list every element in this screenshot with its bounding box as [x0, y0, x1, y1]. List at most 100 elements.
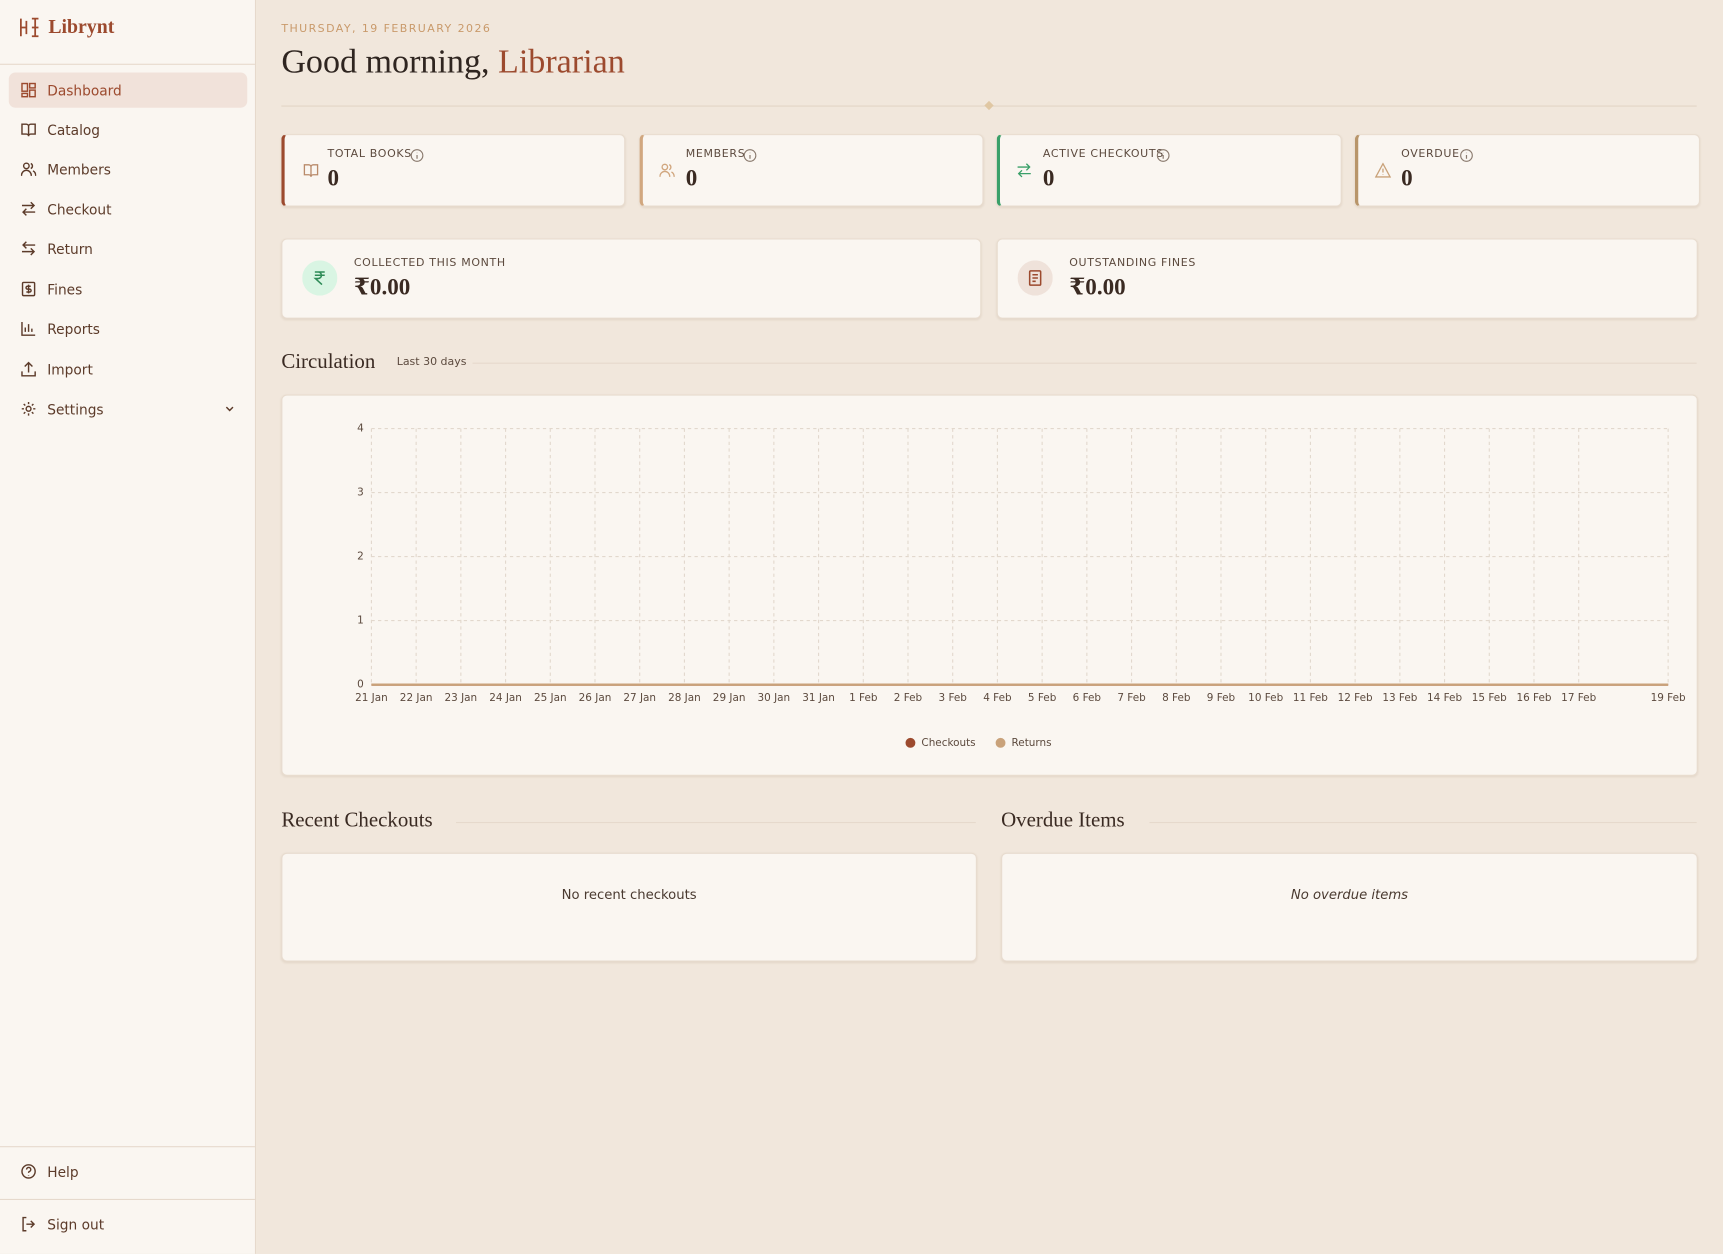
x-tick-label: 17 Feb: [1561, 692, 1596, 704]
icon: [22, 1216, 36, 1232]
x-tick-label: 24 Jan: [489, 692, 522, 704]
y-tick-label: 2: [357, 551, 364, 563]
x-tick-label: 12 Feb: [1338, 692, 1373, 704]
nav-label: Return: [47, 240, 93, 257]
nav-item[interactable]: Members: [9, 152, 247, 187]
empty-message: No overdue items: [1290, 886, 1409, 903]
y-tick-label: 4: [357, 423, 364, 435]
icon: [1017, 260, 1053, 296]
greeting: Good morning, Librarian: [281, 42, 624, 82]
info-icon[interactable]: [1156, 148, 1170, 162]
section-subtitle: Last 30 days: [396, 356, 467, 369]
nav-item[interactable]: Dashboard: [8, 72, 248, 108]
greeting-text: Good morning,: [281, 41, 490, 81]
divider: [456, 821, 976, 824]
brand-icon: [19, 17, 39, 38]
x-tick-label: 23 Jan: [445, 692, 478, 704]
stat-value: 0: [1401, 164, 1413, 192]
recent-checkouts-card: No recent checkouts: [281, 852, 977, 962]
icon: [20, 162, 37, 176]
nav-label: Reports: [47, 320, 100, 337]
fine-card: COLLECTED THIS MONTH ₹0.00: [281, 238, 982, 319]
icon: [21, 1164, 36, 1179]
fine-value: ₹0.00: [1069, 273, 1126, 300]
stat-card: ACTIVE CHECKOUTS 0: [996, 134, 1342, 207]
nav-item[interactable]: Import: [9, 352, 247, 387]
nav-label: Sign out: [47, 1215, 105, 1233]
stat-value: 0: [1042, 164, 1055, 192]
legend-label: Checkouts: [921, 737, 975, 749]
x-tick-label: 2 Feb: [894, 692, 923, 704]
x-tick-label: 21 Jan: [355, 692, 388, 704]
icon: [21, 281, 36, 297]
nav-item[interactable]: Fines: [9, 271, 247, 306]
x-tick-label: 25 Jan: [534, 692, 567, 704]
x-tick-label: 16 Feb: [1516, 692, 1551, 704]
stat-value: 0: [327, 164, 340, 192]
x-tick-label: 14 Feb: [1427, 692, 1462, 704]
nav-label: Settings: [47, 400, 104, 418]
icon: [1017, 163, 1031, 178]
icon: [21, 123, 36, 137]
x-tick-label: 8 Feb: [1162, 692, 1191, 704]
legend-swatch: [995, 737, 1006, 748]
nav-label: Checkout: [47, 200, 112, 218]
legend-swatch: [905, 737, 916, 748]
stat-card: MEMBERS 0: [639, 134, 984, 207]
x-tick-label: 10 Feb: [1248, 692, 1283, 704]
empty-message: No recent checkouts: [561, 886, 697, 903]
chart-card: 0 1 2 3 4 21 Jan 22 Jan 23 Jan 24 Jan 25 Jan 26 Ja…: [281, 394, 1698, 776]
x-tick-label: 11 Feb: [1293, 692, 1328, 704]
fine-label: COLLECTED THIS MONTH: [353, 257, 506, 270]
chevron: [225, 406, 234, 412]
stat-card: TOTAL BOOKS 0: [281, 134, 626, 207]
section-title: Recent Checkouts: [281, 808, 433, 832]
nav-item[interactable]: Sign out: [9, 1207, 247, 1242]
icon: [21, 201, 36, 216]
x-tick-label: 6 Feb: [1073, 692, 1102, 704]
section-title: Circulation: [281, 350, 376, 374]
section-title: Overdue Items: [1001, 808, 1125, 832]
x-tick-label: 15 Feb: [1472, 692, 1507, 704]
chart: 0 1 2 3 4 21 Jan 22 Jan 23 Jan 24 Jan 25 Jan 26 Ja…: [355, 423, 1686, 749]
stat-label: ACTIVE CHECKOUTS: [1042, 148, 1164, 161]
info-icon[interactable]: [1459, 148, 1473, 162]
icon: [21, 361, 36, 377]
divider: [0, 63, 255, 65]
nav-item[interactable]: Checkout: [9, 191, 247, 226]
divider: [1149, 821, 1697, 824]
nav-item[interactable]: Settings: [9, 391, 247, 426]
y-tick-label: 3: [357, 487, 364, 499]
x-tick-label: 26 Jan: [579, 692, 612, 704]
fine-card: OUTSTANDING FINES ₹0.00: [996, 238, 1698, 319]
info-icon[interactable]: [410, 148, 424, 162]
brand: Librynt: [48, 15, 115, 38]
icon: [303, 164, 319, 178]
nav-label: Members: [47, 160, 111, 178]
stat-label: TOTAL BOOKS: [327, 148, 412, 161]
icon: [659, 163, 675, 177]
icon: [21, 82, 36, 98]
icon: [302, 260, 338, 296]
legend-label: Returns: [1012, 737, 1052, 749]
nav-item[interactable]: Return: [9, 231, 247, 266]
y-tick-label: 1: [357, 615, 364, 627]
x-tick-label: 28 Jan: [668, 692, 701, 704]
fine-label: OUTSTANDING FINES: [1069, 257, 1197, 270]
stat-label: OVERDUE: [1401, 148, 1460, 161]
sidebar: Librynt Dashboard Catalog Members Checko…: [0, 0, 257, 1254]
x-tick-label: 29 Jan: [713, 692, 746, 704]
divider: [0, 1198, 255, 1200]
nav-item[interactable]: Help: [9, 1154, 247, 1189]
nav-label: Import: [47, 360, 93, 378]
user-name: Librarian: [498, 41, 625, 81]
divider: [472, 362, 1697, 364]
icon: [21, 321, 36, 336]
info-icon[interactable]: [743, 148, 757, 162]
stat-card: OVERDUE 0: [1354, 134, 1700, 207]
divider: [0, 1146, 255, 1148]
nav-item[interactable]: Catalog: [9, 112, 247, 147]
nav-item[interactable]: Reports: [9, 311, 247, 346]
